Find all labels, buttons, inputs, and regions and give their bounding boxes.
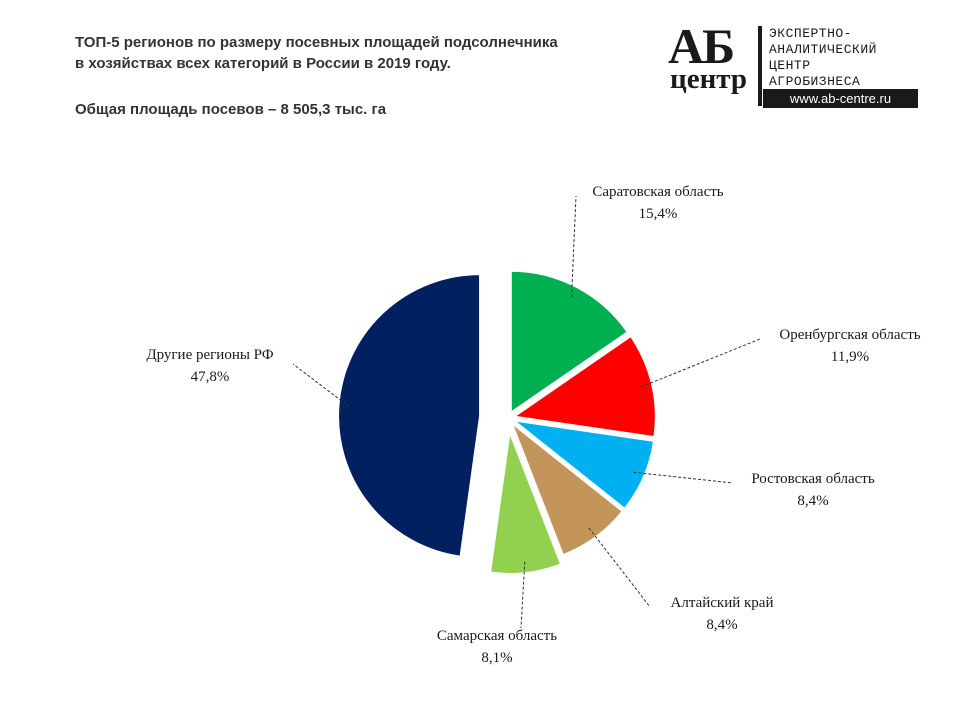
slice-value-label: 8,4% (797, 493, 828, 509)
logo-text-line-1: ЭКСПЕРТНО- (769, 26, 853, 41)
leader-line (588, 527, 651, 608)
title-line-2: в хозяйствах всех категорий в России в 2… (75, 55, 451, 72)
logo-mark-sub: центр (670, 63, 748, 95)
logo-text: ЭКСПЕРТНО- АНАЛИТИЧЕСКИЙ ЦЕНТР АГРОБИЗНЕ… (769, 26, 877, 90)
slice-name-label: Ростовская область (751, 471, 874, 487)
leader-line (633, 471, 734, 484)
ab-centre-logo: АБ центр ЭКСПЕРТНО- АНАЛИТИЧЕСКИЙ ЦЕНТР … (668, 18, 922, 110)
leader-line (520, 561, 526, 629)
slice-value-label: 15,4% (639, 206, 678, 222)
leader-line (640, 338, 761, 388)
slice-value-label: 11,9% (831, 349, 869, 365)
slice-value-label: 8,4% (706, 617, 737, 633)
pie-slice (511, 334, 657, 439)
leader-line (571, 195, 577, 298)
slice-name-label: Оренбургская область (779, 327, 920, 343)
leader-line (292, 363, 351, 408)
slice-name-label: Алтайский край (671, 595, 774, 611)
logo-divider (758, 26, 762, 106)
leader-lines (292, 195, 761, 629)
chart-title: ТОП-5 регионов по размеру посевных площа… (75, 32, 635, 74)
pie-slice (488, 427, 563, 575)
logo-text-line-2: АНАЛИТИЧЕСКИЙ (769, 42, 877, 57)
slice-name-label: Другие регионы РФ (146, 347, 273, 363)
slice-value-label: 47,8% (191, 369, 230, 385)
slice-name-label: Самарская область (437, 628, 557, 644)
logo-mark: АБ (668, 18, 735, 74)
pie-slice (509, 269, 630, 415)
title-line-1: ТОП-5 регионов по размеру посевных площа… (75, 34, 558, 51)
slice-value-label: 8,1% (481, 650, 512, 666)
logo-url: www.ab-centre.ru (763, 89, 918, 108)
slice-name-label: Саратовская область (592, 184, 723, 200)
pie-slice (509, 418, 656, 511)
slice-labels: Саратовская область 15,4% Оренбургская обл… (146, 184, 920, 666)
pie-slice (337, 273, 482, 558)
logo-text-line-3: ЦЕНТР (769, 58, 811, 73)
logo-text-line-4: АГРОБИЗНЕСА (769, 74, 861, 89)
pie-slices (337, 269, 657, 575)
chart-subtitle: Общая площадь посевов – 8 505,3 тыс. га (75, 101, 387, 118)
